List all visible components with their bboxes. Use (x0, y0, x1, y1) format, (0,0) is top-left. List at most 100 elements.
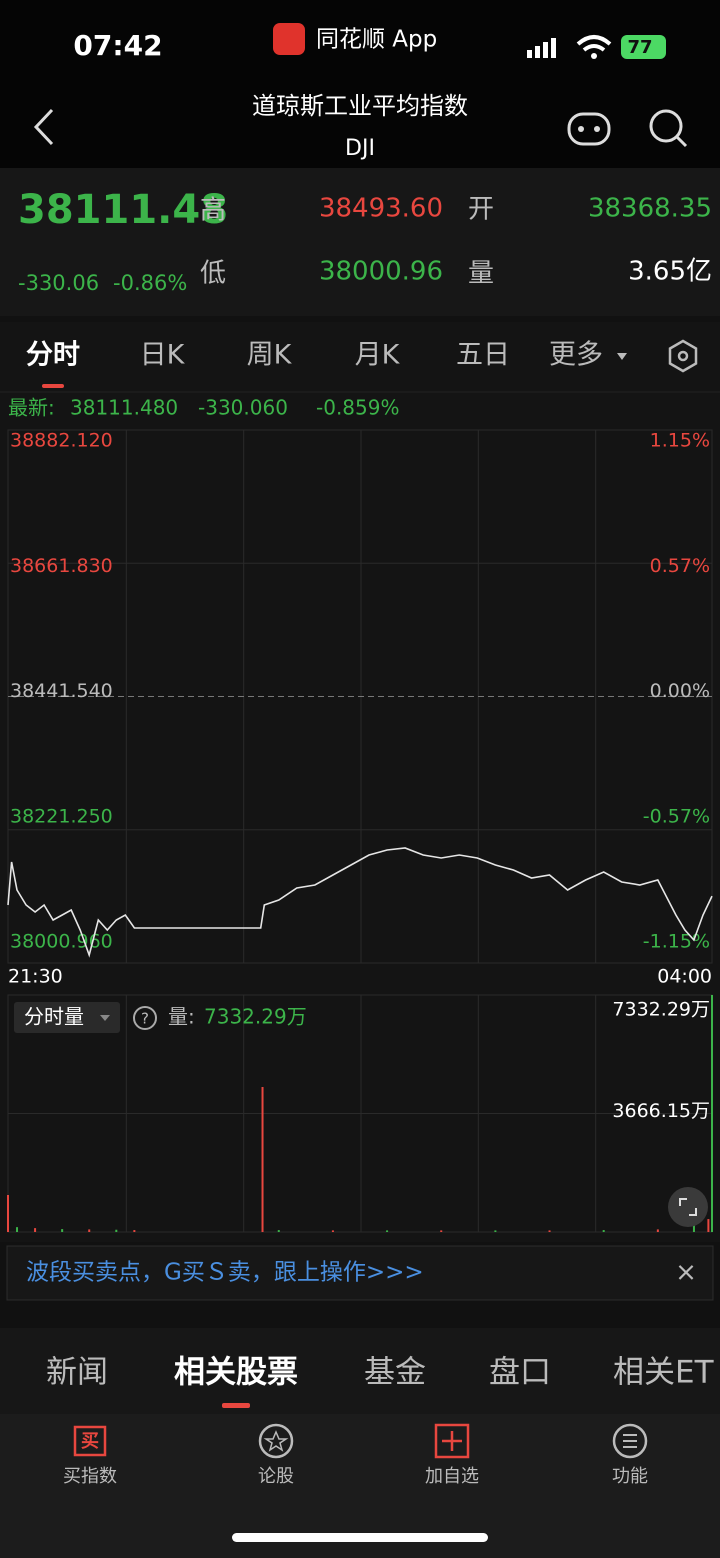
bottom-tab[interactable]: 相关ET (613, 1355, 715, 1391)
low-label: 低 (200, 259, 226, 289)
bottom-tab[interactable]: 盘口 (489, 1355, 551, 1391)
signal-icon (527, 38, 556, 58)
volume-bar (115, 1229, 118, 1232)
buy-icon (73, 1425, 107, 1457)
top-bar-bg (0, 0, 720, 168)
help-mark: ? (141, 1010, 149, 1028)
volume-dropdown[interactable] (14, 1002, 120, 1033)
volume-bar (331, 1230, 334, 1232)
x-tick-label: 21:30 (8, 966, 63, 988)
change: -330.06 (18, 271, 99, 295)
volume-bar (656, 1229, 659, 1232)
y-tick-label: 38000.960 (10, 931, 113, 953)
latest-pct: -0.859% (316, 396, 399, 420)
pct-label: 0.57% (650, 555, 710, 577)
more-arrow (617, 353, 627, 360)
volume-bar (494, 1230, 497, 1232)
quote-bg (0, 168, 720, 316)
search-button[interactable] (649, 109, 688, 148)
pct-label: -0.57% (643, 805, 710, 827)
plus (442, 1431, 462, 1451)
latest-change: -330.060 (198, 396, 288, 420)
back-button[interactable] (33, 108, 54, 146)
nav-item[interactable]: 加自选 (425, 1466, 479, 1487)
volume-bar (34, 1228, 37, 1232)
volume-bar (711, 995, 713, 1232)
wifi-icon (576, 35, 612, 52)
period-tab[interactable]: 分时 (26, 340, 80, 371)
volume-bar (707, 1219, 710, 1232)
volume-label: 量 (468, 259, 494, 289)
bottom-tabs: 新闻 相关股票 基金 盘口 相关ET (46, 1355, 715, 1391)
high-label: 高 (200, 196, 226, 226)
change-pct: -0.86% (113, 271, 187, 295)
bottom-tab[interactable]: 相关股票 (174, 1355, 298, 1391)
period-tab[interactable]: 周K (247, 340, 293, 371)
app-icon (273, 23, 305, 55)
y-tick-label: 38882.120 (10, 430, 113, 452)
app-name: 同花顺 App (316, 27, 437, 53)
latest-price: 38111.480 (70, 396, 178, 420)
period-tab[interactable]: 月K (355, 340, 401, 371)
clock: 07:42 (73, 29, 162, 62)
period-tab[interactable]: 更多 (549, 340, 603, 371)
volume: 3.65亿 (628, 257, 712, 287)
volume-value-label: 量: (168, 1005, 195, 1029)
func-lines (623, 1434, 637, 1448)
buy-icon-text: 买 (81, 1431, 99, 1452)
battery-level: 77 (627, 37, 652, 58)
bottom-tabs-bg (0, 1328, 720, 1414)
volume-bar (602, 1230, 605, 1232)
volume-title: 分时量 (24, 1005, 84, 1029)
bottom-tab[interactable]: 新闻 (46, 1355, 108, 1391)
pct-label: -1.15% (643, 931, 710, 953)
volume-bar (548, 1230, 551, 1232)
volume-value: 7332.29万 (204, 1005, 307, 1029)
price: 38111.48 (18, 187, 228, 233)
open: 38368.35 (588, 194, 712, 224)
period-tab[interactable]: 五日 (456, 340, 510, 371)
add-icon (434, 1423, 470, 1459)
forum-icon (258, 1423, 294, 1459)
nav-item[interactable]: 论股 (258, 1466, 294, 1487)
func-icon (612, 1423, 648, 1459)
nav-items: 买指数 论股 加自选 功能 (63, 1466, 648, 1487)
period-tab[interactable]: 日K (140, 340, 186, 371)
latest-label: 最新: (8, 396, 55, 420)
bottom-tab-underline (222, 1403, 250, 1408)
high: 38493.60 (319, 194, 443, 224)
dropdown-arrow (100, 1015, 110, 1021)
wifi-dot (591, 53, 597, 59)
open-label: 开 (468, 195, 494, 225)
bottom-tab[interactable]: 基金 (364, 1355, 426, 1391)
y-tick-label: 3666.15万 (612, 1100, 710, 1122)
expand-button[interactable] (668, 1187, 708, 1227)
y-tick-label: 38221.250 (10, 805, 113, 827)
pct-label: 1.15% (650, 430, 710, 452)
pct-label: 0.00% (650, 680, 710, 702)
banner[interactable] (6, 1245, 714, 1301)
volume-bar (16, 1227, 19, 1232)
index-title: 道琼斯工业平均指数 (252, 92, 468, 120)
battery-icon (621, 35, 666, 59)
nav-item[interactable]: 买指数 (63, 1466, 117, 1487)
robot-button[interactable] (567, 112, 611, 146)
tab-underline (42, 384, 64, 388)
star (263, 1430, 289, 1452)
settings-button[interactable] (668, 339, 698, 373)
nav-item[interactable]: 功能 (612, 1466, 648, 1487)
volume-bar (277, 1230, 280, 1232)
y-tick-label: 7332.29万 (612, 999, 710, 1021)
settings-dot (677, 350, 689, 362)
y-tick-label: 38661.830 (10, 555, 113, 577)
banner-text: 波段买卖点，G买Ｓ卖，跟上操作>>> (26, 1260, 424, 1286)
volume-bar (61, 1229, 64, 1232)
x-tick-label: 04:00 (657, 966, 712, 988)
volume-bar (386, 1230, 389, 1232)
banner-close[interactable]: × (675, 1258, 697, 1288)
volume-bar (261, 1087, 264, 1232)
price-line (7, 847, 713, 958)
help-button[interactable] (133, 1006, 157, 1030)
volume-bar (692, 1225, 695, 1232)
